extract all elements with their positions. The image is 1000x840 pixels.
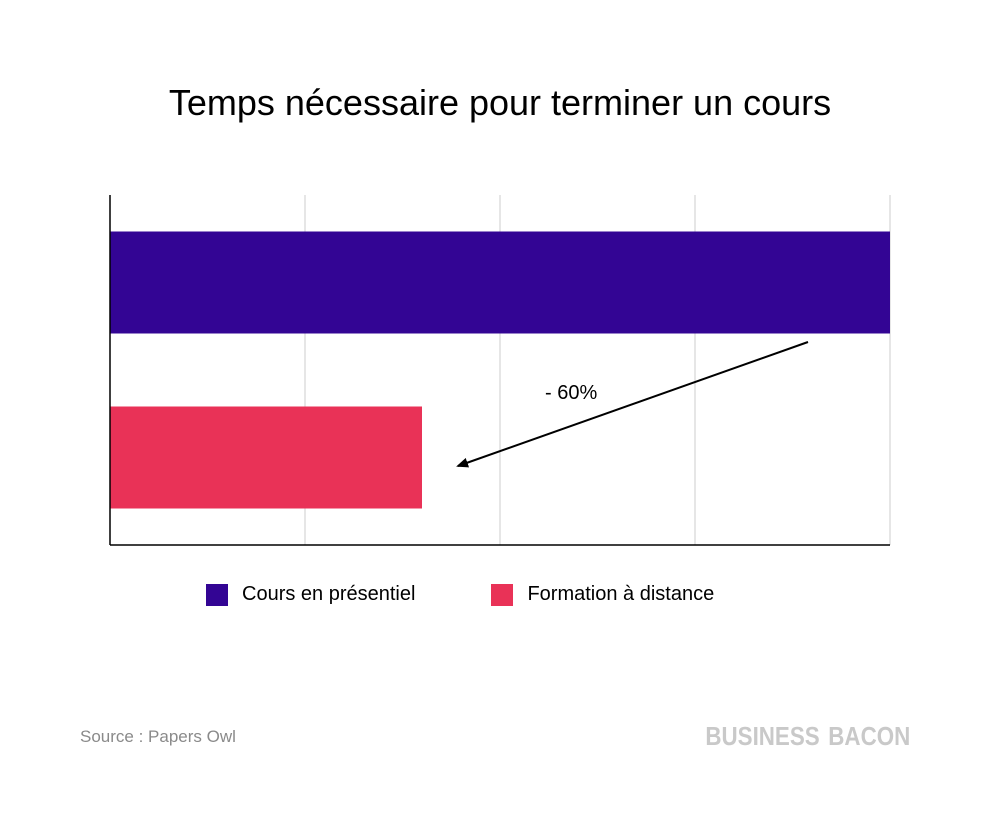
legend-swatch-presentiel (206, 583, 228, 606)
bar-distance (110, 406, 422, 509)
legend-item-distance: Formation à distance (491, 583, 714, 606)
legend: Cours en présentiel Formation à distance (206, 583, 790, 606)
legend-label-distance: Formation à distance (527, 583, 715, 605)
brand-logo-part1: BUSINESS (705, 721, 820, 751)
annotation-arrow (456, 341, 809, 468)
brand-logo-part2: BACON (828, 721, 910, 751)
legend-item-presentiel: Cours en présentiel (206, 583, 415, 606)
bar-presentiel (110, 231, 890, 334)
brand-logo: BUSINESS BACON (705, 721, 910, 752)
legend-swatch-distance (491, 583, 514, 606)
source-note: Source : Papers Owl (80, 727, 236, 746)
chart-title: Temps nécessaire pour terminer un cours (168, 82, 832, 123)
annotation-label: - 60% (545, 382, 597, 404)
legend-label-presentiel: Cours en présentiel (242, 583, 416, 605)
